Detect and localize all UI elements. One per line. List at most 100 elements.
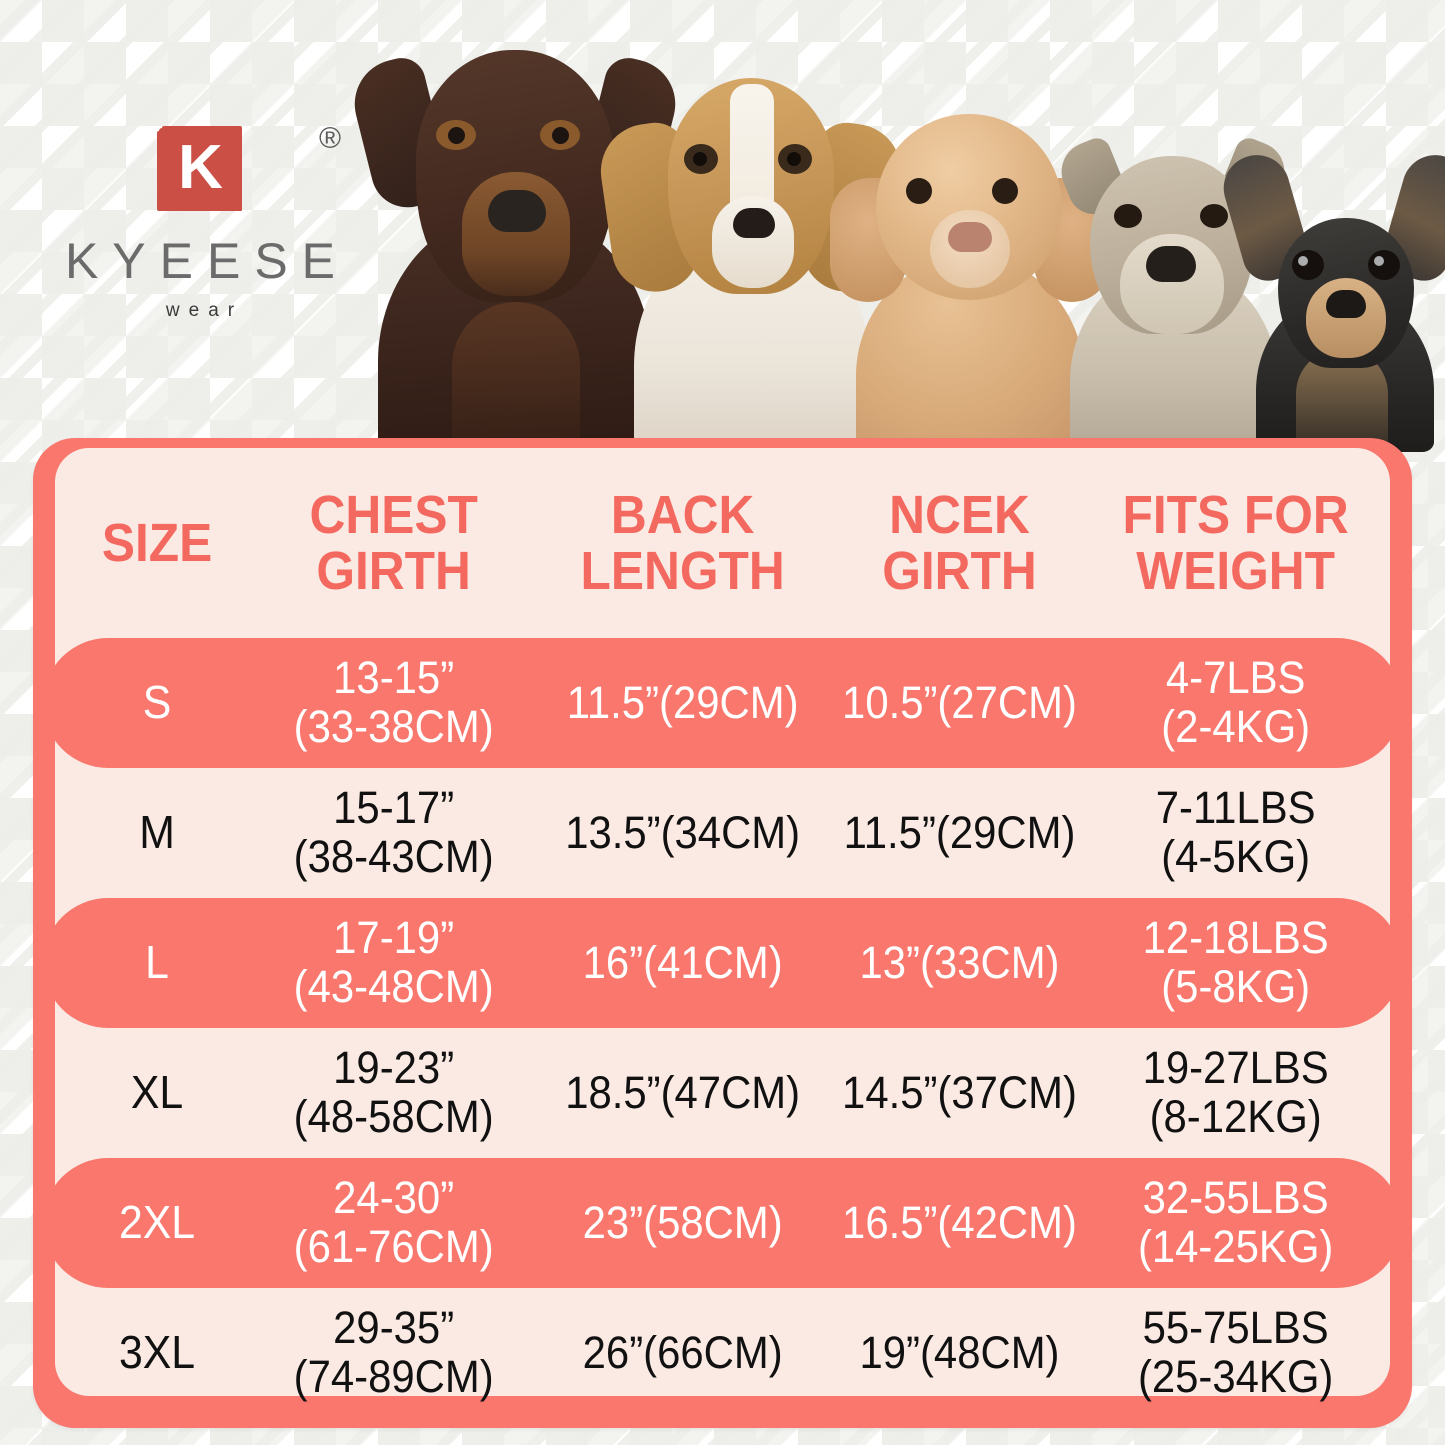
cell-chest-line1: 13-15”: [333, 652, 455, 704]
logo-mark-wrapper: K ®: [159, 124, 341, 210]
cell-neck-girth: 14.5”(37CM): [841, 1066, 1077, 1118]
column-header-back-line1: BACK: [611, 484, 755, 545]
cell-chest-line1: 19-23”: [333, 1042, 455, 1094]
cell-weight-line1: 19-27LBS: [1142, 1042, 1329, 1094]
cell-weight-line2: (25-34KG): [1137, 1351, 1334, 1402]
cell-chest-line2: (33-38CM): [293, 701, 494, 752]
cell-weight-line1: 12-18LBS: [1142, 912, 1329, 964]
cell-neck-girth: 11.5”(29CM): [843, 806, 1076, 858]
cell-size: L: [145, 936, 169, 989]
cell-chest-girth: 15-17” (38-43CM): [259, 784, 528, 881]
cell-size: M: [139, 806, 175, 859]
brand-logo: K ® KYEESE wear: [20, 124, 380, 322]
column-header-chest-line2: GIRTH: [316, 541, 472, 601]
column-header-weight-line1: FITS FOR: [1122, 484, 1349, 545]
column-header-back-length: BACK LENGTH: [550, 487, 816, 599]
cell-chest-line1: 24-30”: [333, 1172, 455, 1224]
size-chart-panel-inner: SIZE CHEST GIRTH BACK LENGTH NCEK GIRTH: [43, 448, 1402, 1401]
cell-back-length: 26”(66CM): [583, 1326, 784, 1378]
cell-fits-for-weight: 12-18LBS (5-8KG): [1101, 914, 1370, 1011]
table-header-row: SIZE CHEST GIRTH BACK LENGTH NCEK GIRTH: [55, 448, 1390, 638]
cell-chest-line2: (61-76CM): [293, 1221, 494, 1272]
chihuahua-eye-left: [1292, 250, 1324, 280]
cell-neck-girth: 16.5”(42CM): [841, 1196, 1077, 1248]
brand-tagline: wear: [165, 300, 244, 321]
chihuahua-pupil-left: [1298, 256, 1308, 266]
beagle-pupil-right: [787, 152, 801, 166]
table-row: 3XL 29-35” (74-89CM) 26”(66CM) 19”(48CM)…: [55, 1288, 1390, 1418]
cell-chest-line2: (48-58CM): [293, 1091, 494, 1142]
schnauzer-nose: [1146, 246, 1196, 282]
size-chart-table: SIZE CHEST GIRTH BACK LENGTH NCEK GIRTH: [43, 448, 1402, 1401]
column-header-neck-line1: NCEK: [888, 484, 1030, 545]
table-row: XL 19-23” (48-58CM) 18.5”(47CM) 14.5”(37…: [55, 1028, 1390, 1158]
cell-back-length: 16”(41CM): [583, 936, 784, 988]
cell-back-length: 18.5”(47CM): [565, 1066, 801, 1118]
cell-back-length: 13.5”(34CM): [565, 806, 801, 858]
size-chart-panel: SIZE CHEST GIRTH BACK LENGTH NCEK GIRTH: [33, 438, 1412, 1428]
cell-neck-girth: 13”(33CM): [859, 936, 1060, 988]
cell-chest-girth: 24-30” (61-76CM): [259, 1174, 528, 1271]
cell-weight-line1: 4-7LBS: [1165, 652, 1306, 704]
cell-fits-for-weight: 7-11LBS (4-5KG): [1101, 784, 1370, 881]
cell-weight-line2: (4-5KG): [1160, 831, 1310, 882]
brand-name: KYEESE: [64, 233, 350, 289]
doberman-chest: [452, 302, 580, 452]
cell-chest-girth: 29-35” (74-89CM): [259, 1304, 528, 1401]
cell-chest-line2: (43-48CM): [293, 961, 494, 1012]
poodle-eye-left: [906, 178, 932, 204]
poodle-nose: [948, 222, 992, 252]
table-body: S 13-15” (33-38CM) 11.5”(29CM) 10.5”(27C…: [43, 638, 1402, 1418]
cell-weight-line1: 32-55LBS: [1142, 1172, 1329, 1224]
cell-chest-line2: (38-43CM): [293, 831, 494, 882]
chihuahua-pupil-right: [1374, 256, 1384, 266]
table-row: S 13-15” (33-38CM) 11.5”(29CM) 10.5”(27C…: [43, 638, 1402, 768]
cell-chest-girth: 19-23” (48-58CM): [259, 1044, 528, 1141]
cell-neck-girth: 10.5”(27CM): [841, 676, 1077, 728]
cell-back-length: 23”(58CM): [583, 1196, 784, 1248]
dog-beagle-image: [594, 32, 908, 452]
schnauzer-eye-left: [1114, 204, 1142, 228]
cell-size: S: [142, 676, 172, 729]
cell-back-length: 11.5”(29CM): [567, 676, 799, 728]
column-header-neck-line2: GIRTH: [881, 541, 1037, 601]
table-row: 2XL 24-30” (61-76CM) 23”(58CM) 16.5”(42C…: [43, 1158, 1402, 1288]
cell-neck-girth: 19”(48CM): [859, 1326, 1060, 1378]
cell-chest-girth: 17-19” (43-48CM): [259, 914, 528, 1011]
column-header-size-line1: SIZE: [101, 512, 213, 573]
chihuahua-eye-right: [1368, 250, 1400, 280]
cell-weight-line2: (5-8KG): [1160, 961, 1310, 1012]
cell-chest-line2: (74-89CM): [293, 1351, 494, 1402]
cell-weight-line1: 7-11LBS: [1155, 782, 1316, 834]
dog-schnauzer-image: [1040, 122, 1310, 452]
dog-chihuahua-image: [1215, 147, 1445, 452]
chihuahua-nose: [1326, 290, 1366, 318]
cell-weight-line2: (8-12KG): [1149, 1091, 1322, 1142]
cell-size: 3XL: [118, 1326, 196, 1379]
doberman-pupil-right: [552, 127, 569, 144]
cell-size: 2XL: [118, 1196, 196, 1249]
column-header-back-line2: LENGTH: [580, 541, 786, 601]
cell-fits-for-weight: 55-75LBS (25-34KG): [1101, 1304, 1370, 1401]
dogs-photo-band: [345, 0, 1445, 452]
cell-chest-line1: 29-35”: [333, 1302, 455, 1354]
cell-weight-line2: (2-4KG): [1160, 701, 1310, 752]
cell-chest-girth: 13-15” (33-38CM): [259, 654, 528, 751]
registered-trademark-icon: ®: [319, 122, 342, 155]
column-header-chest-line1: CHEST: [309, 484, 478, 545]
cell-fits-for-weight: 32-55LBS (14-25KG): [1101, 1174, 1370, 1271]
beagle-nose: [733, 208, 775, 238]
table-row: L 17-19” (43-48CM) 16”(41CM) 13”(33CM) 1…: [43, 898, 1402, 1028]
doberman-nose: [488, 190, 546, 232]
cell-fits-for-weight: 19-27LBS (8-12KG): [1101, 1044, 1370, 1141]
cell-fits-for-weight: 4-7LBS (2-4KG): [1101, 654, 1370, 751]
beagle-pupil-left: [693, 152, 707, 166]
column-header-size: SIZE: [72, 515, 241, 571]
logo-letter: K: [178, 133, 223, 202]
table-row: M 15-17” (38-43CM) 13.5”(34CM) 11.5”(29C…: [55, 768, 1390, 898]
dog-doberman-image: [345, 22, 685, 452]
cell-chest-line1: 17-19”: [333, 912, 455, 964]
dog-poodle-image: [820, 92, 1120, 452]
column-header-fits-for-weight: FITS FOR WEIGHT: [1102, 487, 1368, 599]
cell-weight-line2: (14-25KG): [1137, 1221, 1334, 1272]
